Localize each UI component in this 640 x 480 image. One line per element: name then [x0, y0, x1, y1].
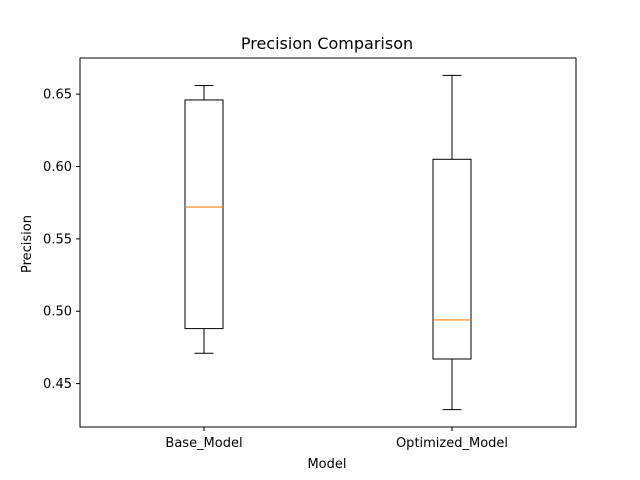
x-axis-label: Model: [307, 457, 346, 472]
y-tick-label: 0.50: [43, 305, 72, 320]
box-Base_Model: [184, 99, 224, 330]
y-tick-label: 0.65: [43, 88, 72, 103]
x-tick-label: Optimized_Model: [396, 436, 508, 451]
x-tick-label: Base_Model: [165, 436, 242, 451]
y-tick-label: 0.45: [43, 377, 72, 392]
y-axis-label: Precision: [20, 215, 35, 273]
y-tick-label: 0.60: [43, 160, 72, 175]
box-Optimized_Model: [432, 158, 472, 360]
plot-area: 0.45 0.50 0.55 0.60 0.65 Base_Model Optimized_…: [43, 57, 577, 451]
plot-frame: [79, 57, 577, 428]
y-tick-label: 0.55: [43, 232, 72, 247]
chart-title: Precision Comparison: [241, 34, 413, 53]
